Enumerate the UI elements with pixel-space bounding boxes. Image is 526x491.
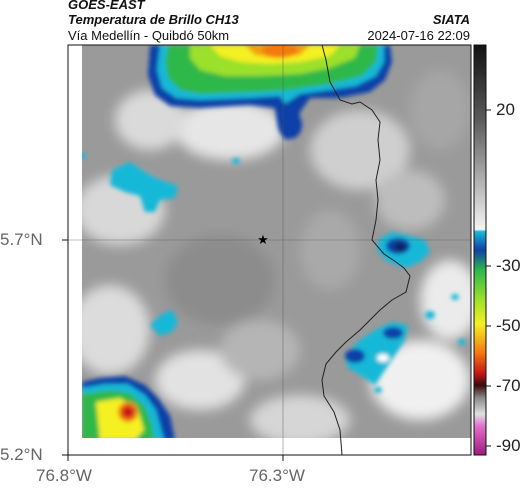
satellite-name: GOES-EAST <box>68 0 145 12</box>
lon-label: 76.3°W <box>249 466 305 485</box>
map-frame <box>67 44 472 456</box>
bottom-left-convective-cloud <box>82 376 175 440</box>
source-label: SIATA <box>432 12 470 27</box>
lat-label: 5.7°N <box>0 230 43 249</box>
colorbar-label: -70 <box>496 376 521 395</box>
lat-label: 5.2°N <box>0 445 43 464</box>
star-icon: ★ <box>257 233 269 248</box>
colorbar-label: -50 <box>496 316 521 335</box>
map-edge-bottom <box>68 438 471 455</box>
map-edge-left <box>68 45 82 455</box>
timestamp: 2024-07-16 22:09 <box>367 28 470 43</box>
colorbar-label: -90 <box>496 436 521 455</box>
top-convective-cloud <box>148 45 392 140</box>
product-title: Temperatura de Brillo CH13 <box>68 12 239 27</box>
colorbar-label: -30 <box>496 256 521 275</box>
colorbar-label: 20 <box>496 100 515 119</box>
cold-cloud-cells <box>78 153 466 393</box>
region-subtitle: Vía Medellín - Quibdó 50km <box>68 28 230 43</box>
lon-label: 76.8°W <box>36 466 92 485</box>
boundary-line <box>321 45 411 455</box>
cloud-texture <box>70 70 471 445</box>
colorbar-gradient <box>473 44 487 456</box>
